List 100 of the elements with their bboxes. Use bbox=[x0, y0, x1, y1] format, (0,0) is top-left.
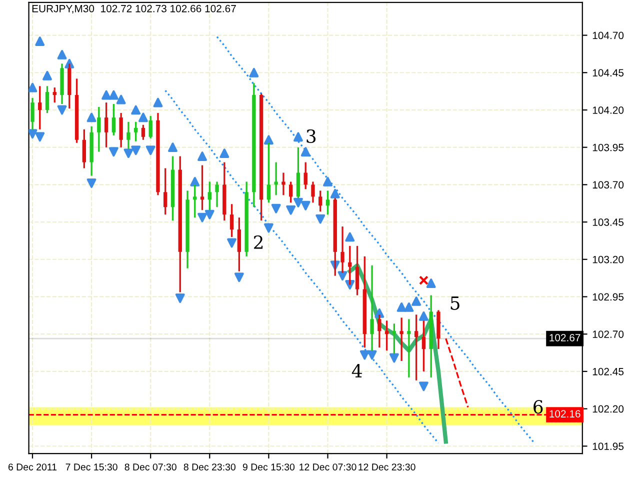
line-series bbox=[445, 338, 469, 408]
point bbox=[86, 112, 96, 122]
point bbox=[35, 36, 45, 46]
point bbox=[360, 350, 370, 360]
annotation: 6 bbox=[534, 400, 543, 414]
point bbox=[198, 212, 207, 222]
point bbox=[124, 148, 134, 158]
y-tick-label: 102.45 bbox=[592, 368, 624, 376]
y-tick-label: 104.45 bbox=[592, 69, 624, 76]
point bbox=[264, 223, 274, 233]
point bbox=[116, 94, 126, 104]
point bbox=[108, 90, 118, 100]
candlestick bbox=[230, 203, 234, 238]
point bbox=[28, 82, 38, 92]
candlestick bbox=[119, 112, 123, 148]
x-tick-label: 12 Dec 07:30 bbox=[300, 464, 356, 470]
point bbox=[264, 135, 274, 145]
point bbox=[57, 105, 67, 115]
point bbox=[345, 232, 355, 242]
annotation: 2 bbox=[254, 235, 263, 249]
ref-line-label: 102.67 bbox=[550, 334, 580, 342]
point bbox=[330, 188, 340, 198]
y-tick-label: 104.70 bbox=[592, 32, 624, 40]
point bbox=[131, 105, 141, 115]
candlestick bbox=[288, 180, 293, 204]
candlestick bbox=[355, 245, 360, 296]
point bbox=[294, 132, 303, 142]
y-tick-label: 103.70 bbox=[592, 181, 624, 189]
point bbox=[249, 68, 259, 78]
x-tick-label: 8 Dec 07:30 bbox=[124, 464, 176, 470]
point bbox=[412, 296, 422, 306]
candlestick bbox=[30, 97, 34, 130]
candlestick bbox=[38, 85, 42, 130]
annotation: 3 bbox=[306, 129, 316, 143]
candlestick bbox=[370, 264, 374, 352]
candlestick bbox=[193, 184, 197, 218]
candlestick bbox=[311, 180, 315, 204]
point bbox=[175, 294, 185, 303]
x-tick-label: 6 Dec 2011 bbox=[8, 464, 57, 470]
candlestick bbox=[97, 106, 101, 153]
y-tick-label: 102.20 bbox=[592, 405, 624, 413]
point bbox=[198, 152, 207, 162]
point bbox=[102, 90, 112, 100]
point bbox=[204, 210, 214, 220]
point bbox=[138, 112, 148, 122]
point bbox=[418, 382, 428, 392]
point bbox=[153, 98, 163, 108]
candlestick bbox=[141, 124, 146, 141]
candlestick bbox=[164, 167, 168, 216]
y-tick-label: 104.20 bbox=[592, 106, 624, 114]
chart-title: EURJPY,M30 102.72 102.73 102.66 102.67 bbox=[32, 4, 236, 14]
point bbox=[389, 353, 399, 363]
x-tick-label: 12 Dec 23:30 bbox=[358, 464, 416, 470]
candlestick bbox=[274, 161, 278, 196]
line-series bbox=[164, 90, 440, 444]
candlestick bbox=[208, 180, 212, 211]
candlestick bbox=[112, 103, 116, 136]
annotation: 4 bbox=[352, 364, 362, 378]
candlestick bbox=[304, 161, 308, 190]
candlestick bbox=[215, 180, 219, 208]
point bbox=[426, 278, 436, 288]
point bbox=[227, 238, 237, 248]
point bbox=[57, 50, 67, 60]
point bbox=[131, 146, 141, 156]
candlestick bbox=[400, 316, 404, 362]
point bbox=[316, 214, 326, 224]
candlestick bbox=[378, 314, 382, 348]
x-tick-label: 7 Dec 15:30 bbox=[66, 464, 118, 470]
point bbox=[168, 142, 178, 152]
ref-line-label: 102.16 bbox=[550, 410, 580, 418]
point bbox=[86, 178, 96, 188]
candlestick bbox=[407, 318, 411, 378]
point bbox=[42, 70, 52, 80]
candlestick bbox=[45, 85, 50, 114]
point bbox=[367, 350, 377, 360]
point bbox=[294, 198, 303, 208]
candlestick bbox=[414, 314, 418, 382]
annotation: 5 bbox=[450, 296, 460, 310]
candlestick bbox=[340, 226, 344, 274]
point bbox=[418, 311, 428, 321]
candlestick bbox=[422, 320, 426, 372]
point bbox=[220, 148, 230, 158]
candlestick bbox=[318, 190, 322, 212]
point bbox=[190, 176, 200, 186]
y-tick-label: 102.70 bbox=[592, 330, 624, 338]
candlestick bbox=[237, 216, 242, 272]
point bbox=[396, 302, 406, 312]
candlestick bbox=[296, 146, 300, 199]
x-tick-label: 9 Dec 15:30 bbox=[242, 464, 295, 470]
y-tick-label: 103.95 bbox=[592, 144, 624, 152]
point bbox=[108, 147, 118, 157]
point bbox=[300, 147, 310, 157]
x-tick-label: 8 Dec 23:30 bbox=[184, 464, 236, 470]
candlestick bbox=[126, 121, 130, 150]
candlestick bbox=[104, 102, 108, 148]
point bbox=[404, 302, 414, 312]
point bbox=[146, 146, 156, 156]
candlestick bbox=[148, 115, 152, 140]
candlestick bbox=[392, 322, 396, 354]
y-tick-label: 103.45 bbox=[592, 218, 624, 226]
